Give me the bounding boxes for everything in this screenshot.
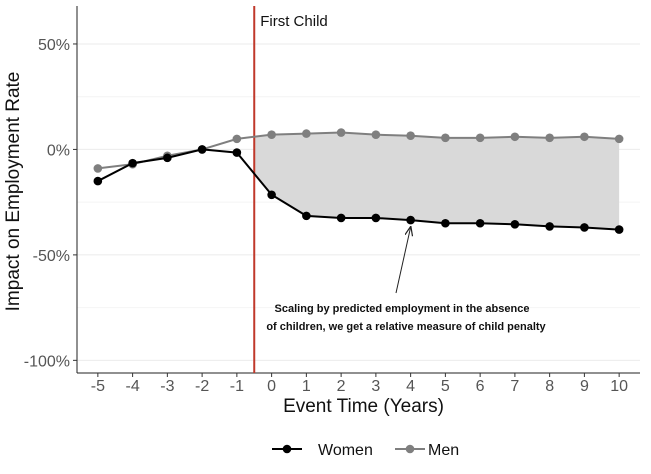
series-line-women bbox=[97, 148, 620, 231]
data-point-men bbox=[302, 129, 311, 138]
annotation-arrow bbox=[395, 227, 411, 294]
data-point-men bbox=[267, 130, 276, 139]
x-tick-label: -3 bbox=[160, 378, 174, 395]
data-point-women bbox=[510, 220, 520, 229]
legend-label-men: Men bbox=[428, 442, 459, 459]
data-point-men bbox=[232, 134, 242, 144]
y-tick-label: 50% bbox=[38, 37, 70, 54]
x-tick-label: -2 bbox=[195, 378, 209, 395]
data-point-men bbox=[336, 128, 346, 137]
x-tick-label: 3 bbox=[371, 378, 380, 395]
penalty-area bbox=[254, 132, 620, 230]
first-child-label: First Child bbox=[260, 13, 328, 30]
data-point-men bbox=[580, 132, 589, 142]
legend-label-women: Women bbox=[318, 442, 373, 459]
data-point-men bbox=[93, 164, 103, 173]
x-tick-label: 9 bbox=[580, 378, 589, 395]
data-point-men bbox=[614, 134, 624, 144]
legend-marker-women bbox=[282, 444, 292, 454]
data-point-women bbox=[614, 225, 624, 234]
y-tick-label: -50% bbox=[33, 248, 70, 265]
axes bbox=[76, 6, 640, 374]
x-axis-title: Event Time (Years) bbox=[283, 396, 444, 417]
data-point-women bbox=[475, 218, 485, 228]
data-point-men bbox=[545, 133, 554, 143]
data-point-men bbox=[510, 132, 520, 142]
data-point-men bbox=[406, 131, 415, 141]
x-tick-label: 8 bbox=[545, 378, 554, 395]
x-tick-label: 5 bbox=[441, 378, 450, 395]
x-tick-label: 1 bbox=[302, 378, 311, 395]
data-point-men bbox=[371, 130, 381, 139]
y-axis-title: Impact on Employment Rate bbox=[3, 72, 24, 312]
data-point-women bbox=[336, 213, 346, 223]
x-tick-label: 4 bbox=[406, 378, 415, 395]
data-point-women bbox=[580, 223, 589, 232]
series-line-men bbox=[97, 131, 620, 170]
data-point-women bbox=[267, 190, 276, 200]
x-tick-labels: -5 -4 -3 -2 -1 0 1 2 3 4 5 6 7 8 9 10 bbox=[91, 373, 628, 395]
data-point-men bbox=[475, 133, 485, 143]
x-tick-label: -4 bbox=[125, 378, 139, 395]
x-tick-label: 2 bbox=[337, 378, 346, 395]
penalty-shading bbox=[254, 132, 620, 230]
series bbox=[93, 128, 624, 234]
data-point-women bbox=[93, 176, 103, 186]
data-point-women bbox=[371, 213, 381, 223]
data-point-women bbox=[128, 158, 137, 168]
data-point-women bbox=[163, 153, 172, 163]
event-line-group: First Child bbox=[253, 6, 328, 373]
annotation-line-1: Scaling by predicted employment in the a… bbox=[275, 303, 530, 315]
data-point-women bbox=[232, 148, 242, 157]
data-point-women bbox=[441, 218, 450, 228]
legend: Women Men bbox=[272, 442, 459, 459]
y-tick-label: -100% bbox=[24, 353, 70, 370]
data-point-men bbox=[441, 133, 450, 143]
x-tick-label: -5 bbox=[91, 378, 105, 395]
y-tick-label: 0% bbox=[47, 142, 70, 159]
x-tick-label: 10 bbox=[610, 378, 628, 395]
legend-marker-men bbox=[405, 444, 415, 454]
data-point-women bbox=[545, 222, 554, 231]
annotation: Scaling by predicted employment in the a… bbox=[266, 227, 547, 333]
x-tick-label: 0 bbox=[267, 378, 276, 395]
x-tick-label: 7 bbox=[510, 378, 519, 395]
annotation-line-2: of children, we get a relative measure o… bbox=[266, 321, 546, 333]
x-tick-label: 6 bbox=[476, 378, 485, 395]
data-point-women bbox=[197, 145, 207, 154]
x-tick-label: -1 bbox=[230, 378, 244, 395]
data-point-women bbox=[406, 215, 415, 225]
y-tick-labels: 50% 0% -50% -100% bbox=[24, 37, 77, 370]
data-point-women bbox=[302, 211, 311, 221]
